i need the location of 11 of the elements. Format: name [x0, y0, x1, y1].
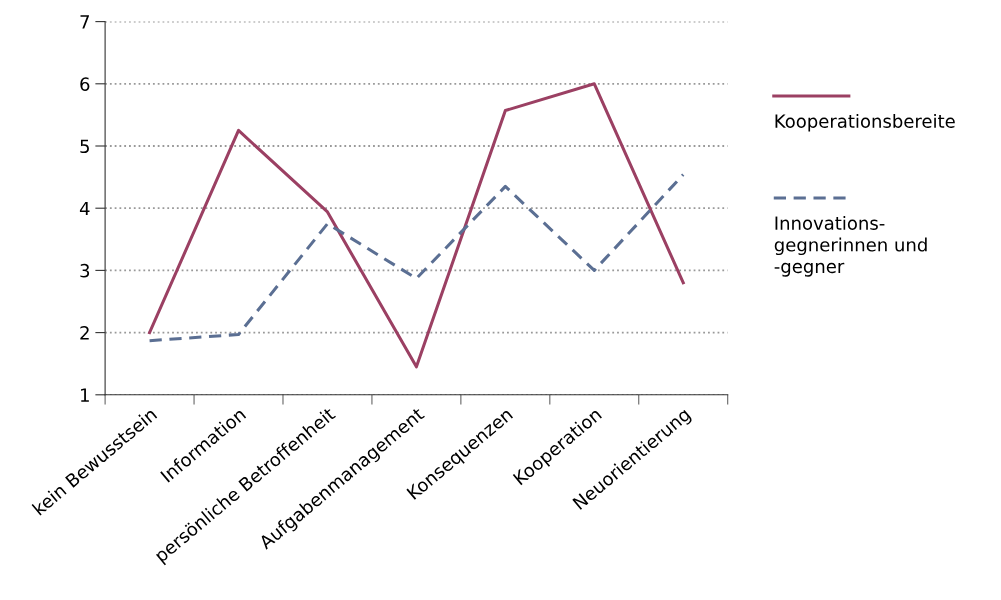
y-tick-label: 4 [79, 201, 90, 216]
y-tick-label: 1 [81, 388, 89, 402]
legend-label: Innovations- gegnerinnen und -gegner [774, 216, 927, 277]
y-tick-label: 7 [80, 15, 89, 29]
line-series [148, 82, 685, 369]
y-tick-label: 2 [80, 326, 89, 340]
line-series [148, 173, 685, 343]
y-tick-label: 5 [80, 139, 89, 154]
y-tick-label: 3 [80, 263, 90, 278]
legend-label: Kooperationsbereite [775, 114, 955, 132]
y-tick-label: 6 [80, 77, 90, 91]
